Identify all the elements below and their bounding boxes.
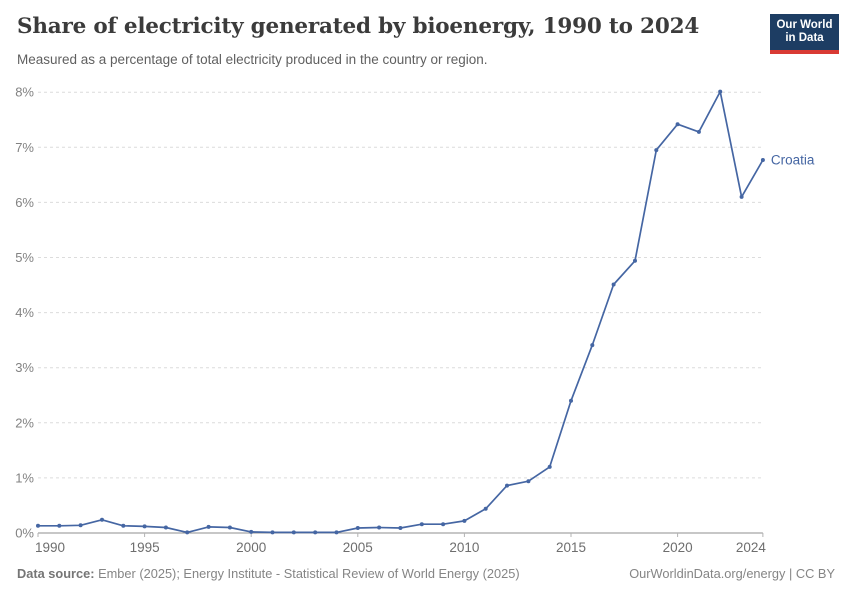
data-point-marker[interactable] [291,530,296,535]
y-tick-label: 4% [15,305,34,320]
data-source-text: Ember (2025); Energy Institute - Statist… [94,566,520,581]
data-point-marker[interactable] [36,523,40,528]
data-point-marker[interactable] [633,258,637,263]
data-point-marker[interactable] [675,122,680,127]
y-tick-label: 8% [15,85,34,100]
y-tick-label: 1% [15,470,34,485]
data-point-marker[interactable] [760,158,765,162]
data-point-marker[interactable] [78,523,83,528]
data-point-marker[interactable] [121,523,126,528]
data-point-marker[interactable] [569,398,573,403]
data-point-marker[interactable] [526,479,531,484]
x-tick-label: 2020 [663,540,693,555]
x-tick-label: 1995 [130,540,160,555]
owid-logo-line2: in Data [785,32,824,44]
data-point-marker[interactable] [142,524,147,529]
y-tick-label: 2% [15,415,34,430]
data-point-marker[interactable] [505,483,509,488]
data-source-label: Data source: [17,566,95,581]
data-point-marker[interactable] [718,89,723,94]
chart-footer: Data source: Ember (2025); Energy Instit… [17,566,835,581]
series-label-croatia[interactable]: Croatia [771,152,815,167]
x-tick-label: 2000 [236,540,266,555]
y-tick-label: 0% [15,526,34,541]
owid-logo[interactable]: Our World in Data [770,14,839,54]
data-point-marker[interactable] [483,506,488,511]
x-tick-label: 2024 [736,540,767,555]
data-point-marker[interactable] [462,518,467,523]
data-point-marker[interactable] [270,530,275,535]
data-point-marker[interactable] [163,525,168,530]
data-point-marker[interactable] [227,525,232,530]
data-point-marker[interactable] [739,194,744,199]
y-tick-label: 7% [15,140,34,155]
x-tick-label: 2005 [343,540,373,555]
data-source-note: Data source: Ember (2025); Energy Instit… [17,566,520,581]
data-point-marker[interactable] [377,525,382,530]
data-point-marker[interactable] [206,524,211,529]
license-credit[interactable]: OurWorldinData.org/energy | CC BY [629,566,835,581]
page-subtitle: Measured as a percentage of total electr… [17,52,488,67]
page-title: Share of electricity generated by bioene… [17,14,700,39]
owid-logo-line1: Our World [776,18,833,31]
y-tick-label: 6% [15,195,34,210]
data-point-marker[interactable] [654,148,659,153]
data-point-marker[interactable] [57,523,62,528]
line-series-croatia[interactable] [37,90,764,534]
data-point-marker[interactable] [249,529,254,534]
x-tick-label: 2010 [449,540,479,555]
data-point-marker[interactable] [590,343,595,348]
data-point-marker[interactable] [419,522,424,527]
data-point-marker[interactable] [185,530,190,535]
data-point-marker[interactable] [334,530,339,535]
data-point-marker[interactable] [100,517,104,522]
data-point-marker[interactable] [355,526,360,530]
data-point-marker[interactable] [611,282,616,287]
y-tick-label: 5% [15,250,34,265]
y-tick-label: 3% [15,360,34,375]
data-point-marker[interactable] [398,526,403,530]
x-tick-label: 1990 [35,540,65,555]
data-point-marker[interactable] [696,129,701,134]
data-point-marker[interactable] [547,464,552,469]
data-point-marker[interactable] [441,522,446,527]
data-point-marker[interactable] [313,530,318,535]
x-tick-label: 2015 [556,540,586,555]
